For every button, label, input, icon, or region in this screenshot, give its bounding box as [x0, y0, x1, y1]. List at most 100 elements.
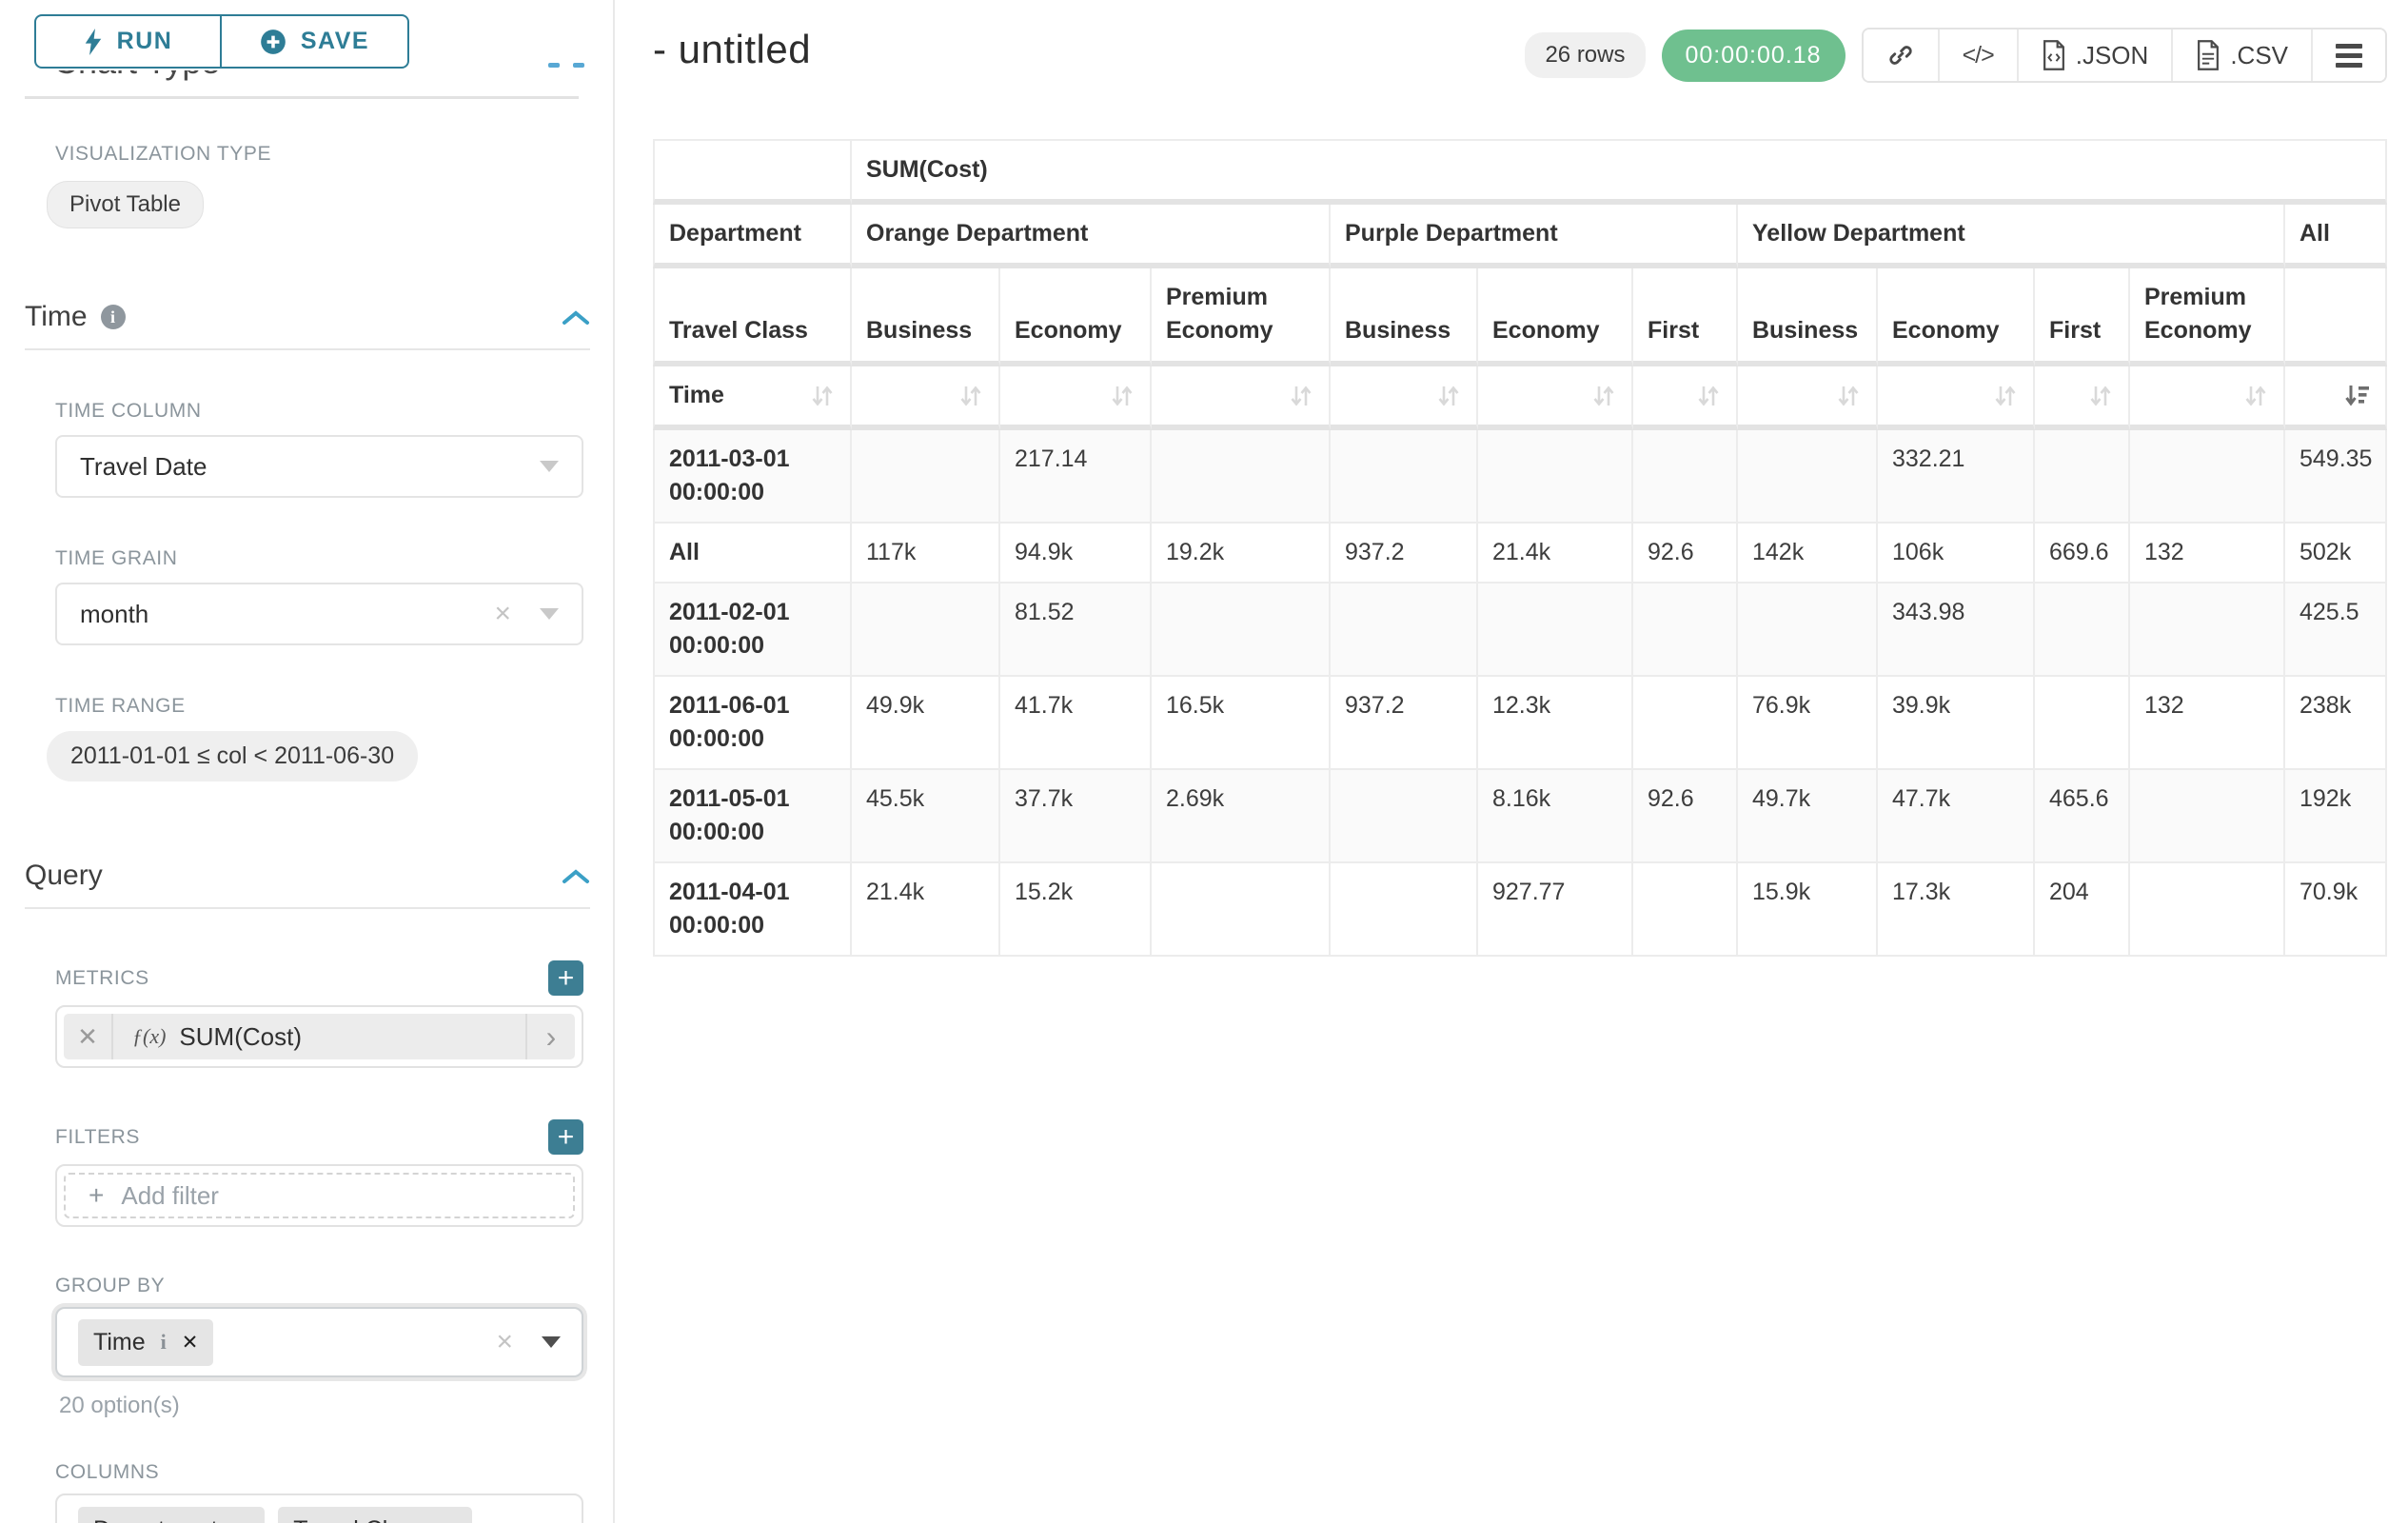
fx-icon: ƒ(x) — [132, 1024, 167, 1048]
pivot-group-header: Orange Department — [852, 205, 1331, 268]
query-section-header: Query — [25, 860, 590, 892]
sort-icon — [1995, 385, 2016, 406]
add-filter-plus-button[interactable]: + — [548, 1119, 583, 1155]
pivot-sort-header[interactable] — [2035, 366, 2130, 430]
remove-chip-icon[interactable]: ✕ — [440, 1518, 457, 1523]
pivot-cell: 17.3k — [1878, 863, 2035, 957]
visualization-type-pill[interactable]: Pivot Table — [47, 181, 204, 228]
pivot-cell — [1331, 430, 1478, 524]
dimension-chip[interactable]: Department✕ — [78, 1507, 266, 1523]
pivot-sort-header[interactable] — [852, 366, 1000, 430]
pivot-cell: 45.5k — [852, 770, 1000, 863]
chart-title[interactable]: - untitled — [653, 27, 812, 71]
save-button[interactable]: SAVE — [221, 14, 409, 69]
pivot-cell — [1633, 430, 1738, 524]
pivot-cell — [1478, 583, 1633, 677]
pivot-sort-header[interactable] — [1331, 366, 1478, 430]
pivot-row-label: All — [653, 524, 852, 583]
pivot-cell — [2130, 430, 2285, 524]
pivot-cell — [2035, 677, 2130, 770]
filters-box: + Add filter — [55, 1164, 583, 1227]
pivot-sort-header[interactable] — [2130, 366, 2285, 430]
pivot-class-header: First — [1633, 268, 1738, 366]
sort-icon — [1593, 385, 1614, 406]
menu-button[interactable] — [2311, 30, 2385, 81]
pivot-sort-header[interactable] — [1738, 366, 1878, 430]
pivot-cell: 2.69k — [1152, 770, 1331, 863]
pivot-sort-header[interactable] — [1152, 366, 1331, 430]
remove-metric-icon[interactable]: ✕ — [64, 1014, 113, 1059]
pivot-cell: 15.9k — [1738, 863, 1878, 957]
pivot-class-header: Premium Economy — [2130, 268, 2285, 366]
add-filter-dropzone[interactable]: + Add filter — [64, 1173, 575, 1218]
run-button[interactable]: RUN — [34, 14, 221, 69]
pivot-cell — [2130, 770, 2285, 863]
pivot-sort-header[interactable] — [1633, 366, 1738, 430]
pivot-group-header: Yellow Department — [1738, 205, 2285, 268]
pivot-cell — [1478, 430, 1633, 524]
pivot-row: 2011-04-01 00:00:00 21.4k 15.2k 927.77 15.9k… — [653, 863, 2388, 957]
control-panel: Chart Type RUN SAVE VISUALIZATION TYPE P… — [0, 0, 615, 1523]
copy-link-button[interactable] — [1863, 30, 1938, 81]
chevron-up-icon[interactable] — [562, 868, 590, 884]
chevron-up-icon[interactable] — [562, 309, 590, 326]
pivot-sort-header[interactable] — [1000, 366, 1152, 430]
pivot-table-wrap: SUM(Cost) Department Orange Department Purp… — [653, 139, 2388, 957]
export-json-button[interactable]: .JSON — [2016, 30, 2172, 81]
pivot-cell: 927.77 — [1478, 863, 1633, 957]
time-column-select[interactable]: Travel Date — [55, 435, 583, 498]
plus-icon: + — [89, 1180, 105, 1210]
columns-select[interactable]: Department✕Travel Class✕ × — [55, 1493, 583, 1523]
panel-content: VISUALIZATION TYPE Pivot Table Time i TI… — [0, 122, 615, 1523]
pivot-class-header: Premium Economy — [1152, 268, 1331, 366]
remove-chip-icon[interactable]: ✕ — [233, 1518, 250, 1523]
pivot-cell: 937.2 — [1331, 524, 1478, 583]
time-column-label: TIME COLUMN — [55, 400, 202, 422]
pivot-cell — [852, 583, 1000, 677]
pivot-cell: 19.2k — [1152, 524, 1331, 583]
dimension-chip[interactable]: Travel Class✕ — [278, 1507, 472, 1523]
pivot-cell: 204 — [2035, 863, 2130, 957]
hamburger-icon — [2336, 43, 2362, 68]
pivot-sort-header[interactable] — [1478, 366, 1633, 430]
pivot-time-sort-header[interactable]: Time — [653, 366, 852, 430]
clear-icon[interactable]: × — [496, 1326, 513, 1357]
group-by-select[interactable]: Time i ✕ × — [55, 1307, 583, 1377]
panel-splitter-handle[interactable] — [548, 63, 584, 68]
pivot-sort-header[interactable] — [2285, 366, 2388, 430]
group-by-options-hint: 20 option(s) — [59, 1393, 180, 1418]
metric-chip[interactable]: ✕ ƒ(x) SUM(Cost) › — [64, 1014, 575, 1059]
add-metric-button[interactable]: + — [548, 960, 583, 996]
group-by-label: GROUP BY — [55, 1275, 166, 1296]
pivot-cell — [852, 430, 1000, 524]
remove-chip-icon[interactable]: ✕ — [181, 1331, 199, 1354]
pivot-cell: 217.14 — [1000, 430, 1152, 524]
visualization-type-label: VISUALIZATION TYPE — [55, 143, 272, 165]
pivot-row-label: 2011-06-01 00:00:00 — [653, 677, 852, 770]
pivot-cell: 465.6 — [2035, 770, 2130, 863]
embed-code-button[interactable]: </> — [1937, 30, 2017, 81]
pivot-corner-cell — [653, 139, 852, 205]
dimension-chip[interactable]: Time i ✕ — [78, 1318, 214, 1366]
time-grain-select[interactable]: month × — [55, 583, 583, 645]
time-section-title: Time — [25, 301, 88, 332]
pivot-cell: 47.7k — [1878, 770, 2035, 863]
chevron-right-icon[interactable]: › — [525, 1014, 575, 1059]
query-timer-badge: 00:00:00.18 — [1661, 29, 1845, 82]
pivot-cell — [1738, 583, 1878, 677]
lightning-icon — [85, 28, 101, 55]
pivot-sort-header[interactable] — [1878, 366, 2035, 430]
pivot-cell — [2130, 583, 2285, 677]
plus-circle-icon — [261, 29, 286, 54]
export-csv-button[interactable]: .CSV — [2171, 30, 2311, 81]
pivot-row: 2011-03-01 00:00:00 217.14 332.21 549.35 — [653, 430, 2388, 524]
time-range-pill[interactable]: 2011-01-01 ≤ col < 2011-06-30 — [47, 731, 419, 781]
metrics-label: METRICS — [55, 966, 149, 989]
pivot-cell — [1152, 583, 1331, 677]
clear-icon[interactable]: × — [494, 598, 511, 629]
pivot-cell — [1152, 863, 1331, 957]
pivot-cell: 39.9k — [1878, 677, 2035, 770]
pivot-class-header — [2285, 268, 2388, 366]
pivot-cell — [1331, 583, 1478, 677]
pivot-cell: 94.9k — [1000, 524, 1152, 583]
